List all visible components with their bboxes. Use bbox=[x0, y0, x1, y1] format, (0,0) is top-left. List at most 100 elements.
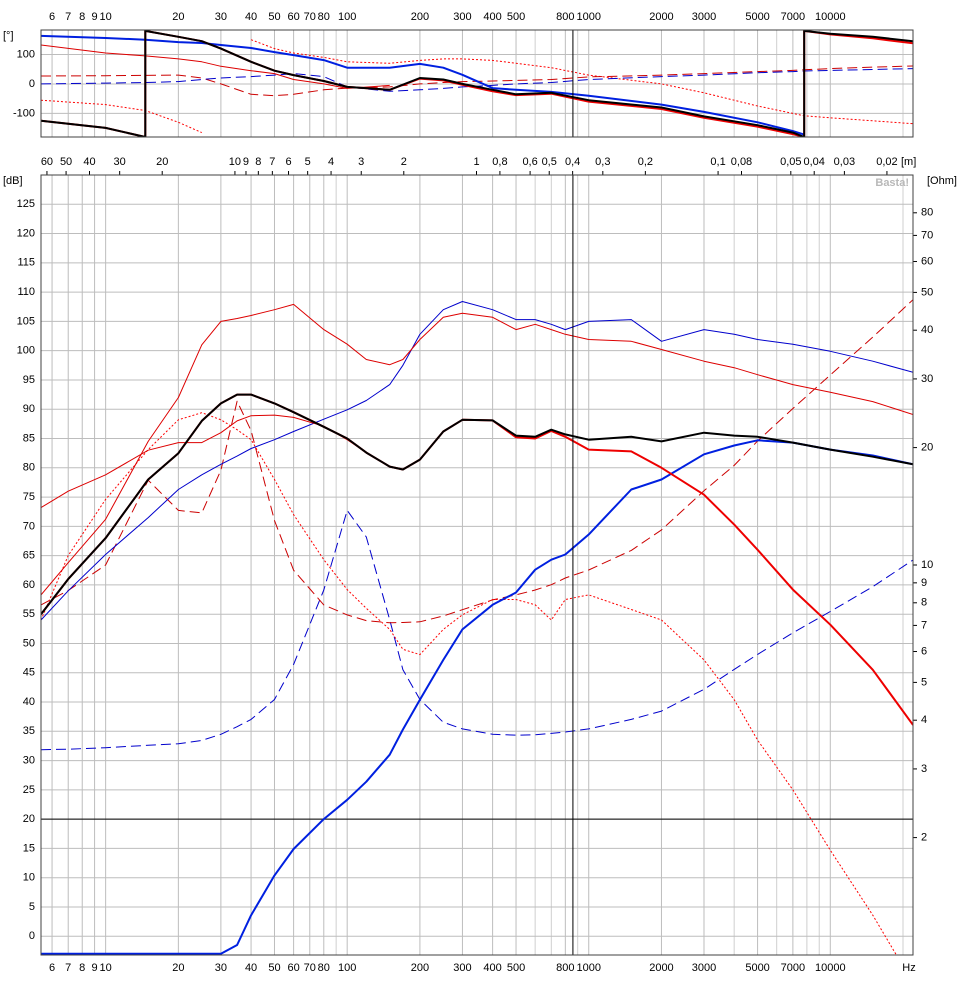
series-line bbox=[41, 301, 913, 621]
x2-tick-label: 60 bbox=[41, 156, 53, 168]
x2-tick-label: 30 bbox=[114, 156, 126, 168]
series-line bbox=[41, 439, 913, 955]
y2-tick-label: 80 bbox=[921, 207, 933, 219]
x-tick-label: 40 bbox=[245, 962, 257, 974]
y-tick-label: 0 bbox=[29, 78, 35, 90]
x-tick-label: 5000 bbox=[745, 962, 769, 974]
y-tick-label: 35 bbox=[23, 725, 35, 737]
x-tick-label: 3000 bbox=[692, 962, 716, 974]
x-tick-label: 70 bbox=[304, 11, 316, 23]
x-tick-label: 100 bbox=[338, 11, 356, 23]
x2-tick-label: 1 bbox=[473, 156, 479, 168]
series-line bbox=[41, 509, 913, 751]
y-tick-label: 15 bbox=[23, 842, 35, 854]
x-axis-label: Hz bbox=[902, 962, 915, 974]
x-tick-label: 80 bbox=[318, 11, 330, 23]
x-tick-label: 300 bbox=[453, 962, 471, 974]
x2-tick-label: 5 bbox=[305, 156, 311, 168]
y-tick-label: 10 bbox=[23, 872, 35, 884]
x2-tick-label: 6 bbox=[285, 156, 291, 168]
x-tick-label: 40 bbox=[245, 11, 257, 23]
x-tick-label: 80 bbox=[318, 962, 330, 974]
y2-tick-label: 3 bbox=[921, 763, 927, 775]
y2-tick-label: 5 bbox=[921, 676, 927, 688]
x-tick-label: 10000 bbox=[815, 11, 846, 23]
x-tick-label: 7 bbox=[65, 962, 71, 974]
x-tick-label: 20 bbox=[172, 962, 184, 974]
x2-tick-label: 0,03 bbox=[834, 156, 855, 168]
x2-tick-label: 0,6 bbox=[522, 156, 537, 168]
x-tick-label: 5000 bbox=[745, 11, 769, 23]
series-line bbox=[41, 44, 390, 89]
y-tick-label: 65 bbox=[23, 550, 35, 562]
x-tick-label: 70 bbox=[304, 962, 316, 974]
y-tick-label: 110 bbox=[17, 286, 35, 298]
series-group bbox=[41, 299, 913, 955]
x-tick-label: 50 bbox=[268, 11, 280, 23]
x2-tick-label: 0,5 bbox=[542, 156, 557, 168]
x-tick-label: 10000 bbox=[815, 962, 846, 974]
x2-tick-label: 0,05 bbox=[780, 156, 801, 168]
y-tick-label: 5 bbox=[29, 901, 35, 913]
y-axis-label: [°] bbox=[3, 30, 14, 42]
y-tick-label: 60 bbox=[23, 579, 35, 591]
y-tick-label: 25 bbox=[23, 784, 35, 796]
x-tick-label: 300 bbox=[453, 11, 471, 23]
y2-tick-label: 4 bbox=[921, 714, 927, 726]
series-line bbox=[41, 393, 913, 615]
x2-tick-label: 0,8 bbox=[492, 156, 507, 168]
y-tick-label: 70 bbox=[23, 520, 35, 532]
x-tick-label: 3000 bbox=[692, 11, 716, 23]
x2-tick-label: 10 bbox=[229, 156, 241, 168]
y-tick-label: 75 bbox=[23, 491, 35, 503]
y2-tick-label: 2 bbox=[921, 832, 927, 844]
y-tick-label: 105 bbox=[17, 315, 35, 327]
x-tick-label: 1000 bbox=[576, 11, 600, 23]
y-tick-label: 80 bbox=[23, 462, 35, 474]
y2-tick-label: 7 bbox=[921, 619, 927, 631]
x2-tick-label: 0,4 bbox=[565, 156, 580, 168]
x2-tick-label: 7 bbox=[269, 156, 275, 168]
x2-tick-label: 0,1 bbox=[710, 156, 725, 168]
x2-tick-label: 9 bbox=[243, 156, 249, 168]
x-tick-label: 9 bbox=[92, 962, 98, 974]
series-line bbox=[41, 30, 913, 137]
x2-tick-label: 0,08 bbox=[731, 156, 752, 168]
y-tick-label: 125 bbox=[17, 198, 35, 210]
x-tick-label: 7000 bbox=[781, 11, 805, 23]
x-tick-label: 60 bbox=[287, 11, 299, 23]
y2-tick-label: 60 bbox=[921, 255, 933, 267]
y-tick-label: 50 bbox=[23, 637, 35, 649]
x-tick-label: 10 bbox=[100, 962, 112, 974]
x-tick-label: 800 bbox=[556, 11, 574, 23]
x-tick-label: 30 bbox=[215, 11, 227, 23]
series-line bbox=[41, 299, 913, 624]
x-tick-label: 10 bbox=[100, 11, 112, 23]
y-tick-label: 90 bbox=[23, 403, 35, 415]
y2-tick-label: 10 bbox=[921, 559, 933, 571]
x-tick-label: 60 bbox=[287, 962, 299, 974]
series-group bbox=[41, 30, 913, 137]
series-line bbox=[41, 303, 913, 596]
series-line bbox=[41, 65, 913, 97]
x-tick-label: 8 bbox=[79, 962, 85, 974]
x-tick-label: 800 bbox=[556, 962, 574, 974]
y-tick-label: 95 bbox=[23, 374, 35, 386]
x-tick-label: 50 bbox=[268, 962, 280, 974]
y2-tick-label: 70 bbox=[921, 229, 933, 241]
y2-tick-label: 30 bbox=[921, 373, 933, 385]
x2-tick-label: 50 bbox=[60, 156, 72, 168]
x-tick-label: 500 bbox=[507, 962, 525, 974]
y-tick-label: 100 bbox=[17, 345, 35, 357]
x-tick-label: 200 bbox=[411, 11, 429, 23]
x-tick-label: 1000 bbox=[576, 962, 600, 974]
series-line bbox=[41, 412, 897, 955]
x-tick-label: 2000 bbox=[649, 962, 673, 974]
x-tick-label: 400 bbox=[483, 11, 501, 23]
y-tick-label: 85 bbox=[23, 432, 35, 444]
y-tick-label: 30 bbox=[23, 754, 35, 766]
series-line bbox=[41, 34, 805, 136]
x-tick-label: 7000 bbox=[781, 962, 805, 974]
